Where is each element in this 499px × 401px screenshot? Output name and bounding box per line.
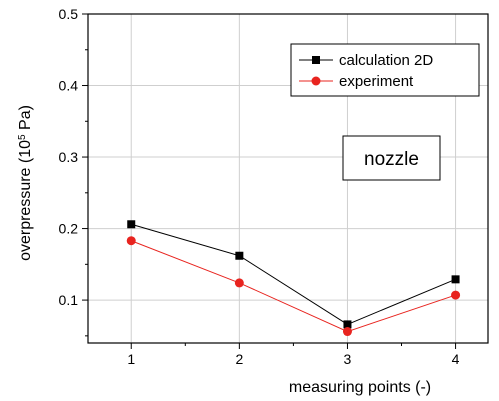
y-axis-label: overpressure (105 Pa) [17,105,35,261]
legend-label-calculation: calculation 2D [339,52,433,69]
data-point-experiment [342,327,352,337]
legend: calculation 2D experiment [290,43,480,97]
legend-marker-experiment [311,76,321,86]
y-axis-label-exponent: 5 [17,134,28,140]
data-point-experiment [451,290,461,300]
x-tick-label: 2 [235,351,243,367]
annotation-box [342,135,441,181]
plot-frame [87,13,489,344]
legend-box [290,43,480,97]
y-axis-label-suffix: Pa) [17,105,34,134]
data-point-experiment [126,236,136,246]
x-tick-label: 1 [127,351,135,367]
x-tick-labels: 1 2 3 4 [127,351,459,367]
y-tick-label: 0.4 [59,78,79,94]
series-line-experiment [131,240,456,333]
y-tick-labels: 0.1 0.2 0.3 0.4 0.5 [59,6,79,308]
data-point-calculation [451,275,460,284]
series-line-calculation [131,223,456,325]
x-tick-label: 3 [344,351,352,367]
y-tick-label: 0.1 [59,292,79,308]
data-point-calculation [127,220,136,229]
y-tick-label: 0.2 [59,221,79,237]
x-tick-label: 4 [452,351,460,367]
series-group [126,220,461,337]
legend-label-experiment: experiment [339,73,414,90]
x-axis-label: measuring points (-) [289,379,431,396]
annotation-text: nozzle [364,149,419,170]
data-point-calculation [343,320,352,329]
y-tick-label: 0.3 [59,149,79,165]
data-point-experiment [234,278,244,288]
legend-marker-calculation [312,56,320,64]
annotation: nozzle [342,135,441,181]
data-point-calculation [235,251,244,260]
y-axis-label-prefix: overpressure (10 [17,140,34,261]
y-tick-label: 0.5 [59,6,79,22]
